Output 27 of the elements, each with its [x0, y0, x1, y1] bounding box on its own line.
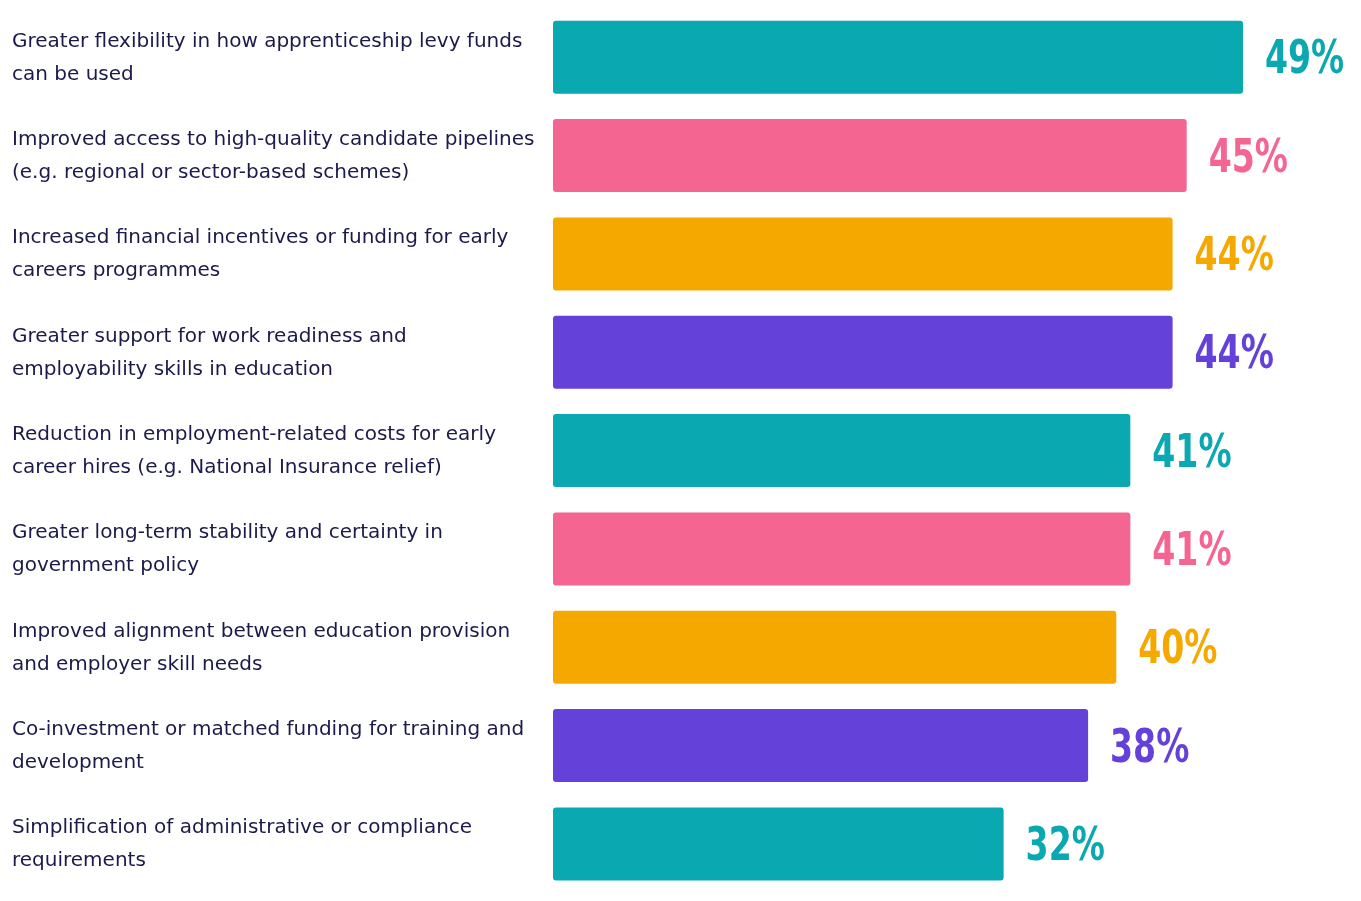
- bar: [553, 807, 1004, 881]
- y-tick-label: Greater long-term stability and certainty in government policy: [12, 518, 443, 576]
- data-label: 45%: [1208, 128, 1288, 183]
- data-label: 41%: [1152, 423, 1232, 478]
- data-label: 44%: [1194, 226, 1274, 282]
- data-label: 32%: [1025, 816, 1105, 872]
- data-label: 40%: [1138, 620, 1218, 675]
- data-label: 49%: [1265, 30, 1345, 85]
- bar: [553, 512, 1131, 586]
- data-label: 44%: [1194, 325, 1274, 380]
- data-label: 41%: [1152, 521, 1232, 577]
- bar: [553, 119, 1187, 193]
- bar: [553, 20, 1243, 94]
- y-tick-label: Improved alignment between education provision and employer skill needs: [12, 617, 511, 675]
- y-tick-label: Greater flexibility in how apprenticeship levy funds can be used: [12, 27, 523, 85]
- y-tick-label: Simplification of administrative or compliance requirements: [12, 813, 473, 871]
- bar: [553, 315, 1173, 389]
- y-tick-label: Improved access to high-quality candidate pipelines (e.g. regional or sector-based schemes): [12, 125, 535, 183]
- y-tick-label: Co-investment or matched funding for training and development: [12, 715, 525, 773]
- bar: [553, 217, 1173, 291]
- bar: [553, 414, 1131, 488]
- y-tick-label: Reduction in employment-related costs for early career hires (e.g. National Insurance relief): [12, 420, 497, 478]
- data-label: 38%: [1110, 718, 1190, 773]
- bar: [553, 610, 1117, 684]
- bar: [553, 709, 1089, 783]
- y-tick-label: Increased financial incentives or funding for early careers programmes: [12, 223, 509, 281]
- y-tick-label: Greater support for work readiness and employability skills in education: [12, 322, 407, 380]
